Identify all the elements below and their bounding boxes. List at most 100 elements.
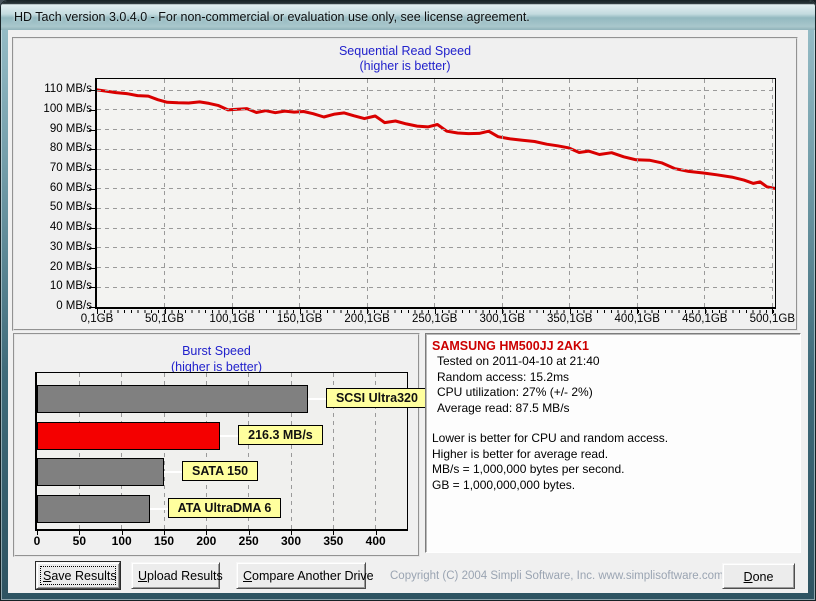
read-speed-line bbox=[97, 88, 775, 190]
h-gridline bbox=[97, 168, 775, 170]
y-axis-label: 110 MB/s bbox=[44, 83, 92, 96]
drive-name: SAMSUNG HM500JJ 2AK1 bbox=[432, 339, 589, 353]
window-titlebar[interactable]: HD Tach version 3.0.4.0 - For non-commer… bbox=[1, 1, 815, 30]
upload-label-post: pload Results bbox=[147, 569, 223, 583]
x-axis-tick bbox=[299, 309, 301, 314]
burst-x-axis-label: 400 bbox=[365, 534, 386, 548]
v-gridline bbox=[332, 373, 334, 529]
x-axis-label: 100,1GB bbox=[209, 313, 255, 325]
burst-x-axis-label: 300 bbox=[280, 534, 302, 548]
x-axis-tick bbox=[637, 309, 639, 314]
y-axis-label: 70 MB/s bbox=[49, 162, 92, 175]
v-gridline bbox=[164, 79, 166, 307]
y-axis-tick bbox=[89, 169, 95, 171]
tested-on-line: Tested on 2011-04-10 at 21:40 bbox=[437, 354, 600, 368]
y-axis-tick bbox=[89, 109, 95, 111]
v-gridline bbox=[121, 373, 123, 529]
drive-info-panel: SAMSUNG HM500JJ 2AK1 Tested on 2011-04-1… bbox=[425, 333, 801, 553]
burst-chart-subtitle: (higher is better) bbox=[170, 360, 262, 374]
v-gridline bbox=[501, 79, 503, 307]
v-gridline bbox=[569, 79, 571, 307]
random-access-line: Random access: 15.2ms bbox=[437, 369, 570, 384]
x-axis-minor-ticks bbox=[97, 310, 775, 313]
x-axis-label: 200,1GB bbox=[344, 313, 390, 325]
burst-x-axis-label: 200 bbox=[196, 534, 217, 548]
burst-x-axis-label: 0 bbox=[33, 534, 41, 548]
done-button[interactable]: Done bbox=[722, 563, 795, 589]
burst-x-axis-tick bbox=[79, 531, 81, 535]
burst-x-axis-tick bbox=[333, 531, 335, 535]
bar-label-connector bbox=[149, 508, 168, 510]
cpu-utilization-line: CPU utilization: 27% (+/- 2%) bbox=[437, 385, 593, 399]
h-gridline bbox=[97, 227, 775, 229]
h-gridline bbox=[97, 267, 775, 269]
y-axis-label: 20 MB/s bbox=[49, 260, 92, 273]
y-axis-tick bbox=[89, 228, 95, 230]
sequential-chart-subtitle: (higher is better) bbox=[359, 59, 451, 73]
y-axis-label: 60 MB/s bbox=[49, 181, 92, 194]
burst-x-axis-tick bbox=[375, 531, 377, 535]
x-axis-label: 300,1GB bbox=[479, 313, 525, 325]
y-axis-tick bbox=[89, 247, 95, 249]
save-label-mnemonic: S bbox=[43, 569, 52, 583]
window-title: HD Tach version 3.0.4.0 - For non-commer… bbox=[14, 10, 530, 24]
note-line: GB = 1,000,000,000 bytes. bbox=[432, 477, 576, 492]
burst-x-axis-tick bbox=[164, 531, 165, 535]
save-results-button[interactable]: Save Results bbox=[36, 562, 120, 589]
y-axis-label: 10 MB/s bbox=[49, 280, 92, 293]
upload-results-button[interactable]: Upload Results bbox=[131, 562, 223, 589]
x-axis-tick bbox=[97, 309, 98, 314]
y-axis-tick bbox=[89, 267, 95, 269]
burst-x-axis-label: 250 bbox=[238, 534, 259, 548]
h-gridline bbox=[97, 109, 775, 111]
burst-x-axis-tick bbox=[291, 531, 292, 535]
burst-x-axis-tick bbox=[121, 531, 123, 535]
h-gridline bbox=[97, 129, 775, 131]
burst-bar bbox=[37, 458, 164, 486]
h-gridline bbox=[97, 89, 775, 91]
burst-x-axis-tick bbox=[37, 531, 38, 535]
x-axis-tick bbox=[164, 309, 166, 314]
x-axis-label: 250,1GB bbox=[411, 313, 458, 325]
v-gridline bbox=[299, 79, 301, 307]
save-label-post: ave Results bbox=[51, 569, 117, 583]
x-axis-tick bbox=[232, 309, 234, 314]
h-gridline bbox=[97, 247, 775, 249]
compare-another-drive-button[interactable]: Compare Another Drive bbox=[236, 562, 374, 589]
burst-bar-label: ATA UltraDMA 6 bbox=[167, 498, 282, 518]
h-gridline bbox=[97, 148, 775, 150]
burst-bar-label: SCSI Ultra320 bbox=[325, 388, 428, 408]
burst-bar bbox=[37, 495, 150, 523]
v-gridline bbox=[434, 79, 436, 307]
v-gridline bbox=[704, 79, 706, 307]
burst-bar bbox=[37, 422, 221, 450]
y-axis-label: 80 MB/s bbox=[49, 142, 92, 155]
v-gridline bbox=[231, 79, 233, 307]
v-gridline bbox=[290, 373, 292, 529]
y-axis-tick bbox=[89, 307, 95, 308]
y-axis-tick bbox=[89, 129, 95, 131]
note-line: MB/s = 1,000,000 bytes per second. bbox=[432, 462, 625, 476]
y-axis-label: 100 MB/s bbox=[43, 102, 92, 115]
v-gridline bbox=[248, 373, 250, 529]
v-gridline bbox=[771, 79, 773, 307]
x-axis-label: 450,1GB bbox=[682, 313, 728, 325]
y-axis-tick bbox=[89, 287, 95, 289]
sequential-read-line-chart bbox=[97, 88, 775, 190]
bar-label-connector bbox=[164, 471, 182, 473]
sequential-chart-title: Sequential Read Speed bbox=[338, 44, 472, 58]
bar-label-connector bbox=[307, 398, 326, 400]
compare-label-mnemonic: C bbox=[243, 569, 253, 583]
burst-x-axis-tick bbox=[248, 531, 250, 535]
x-axis-tick bbox=[434, 309, 436, 314]
done-label-post: one bbox=[752, 570, 774, 584]
compare-label-post: ompare Another Drive bbox=[252, 569, 374, 583]
client-area: Sequential Read Speed (higher is better)… bbox=[8, 30, 808, 593]
v-gridline bbox=[375, 373, 377, 529]
y-axis-tick bbox=[89, 208, 95, 210]
x-axis-label: 0,1GB bbox=[80, 313, 114, 325]
y-axis-label: 0 MB/s bbox=[56, 300, 92, 312]
burst-chart-title: Burst Speed bbox=[182, 344, 251, 358]
x-axis-tick bbox=[367, 309, 369, 314]
